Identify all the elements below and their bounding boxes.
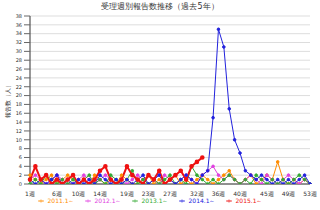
svg-text:6: 6	[19, 154, 22, 160]
html-text:2012.1～: 2012.1～	[94, 197, 122, 204]
svg-text:27週: 27週	[163, 190, 177, 197]
svg-text:10週: 10週	[72, 190, 86, 197]
svg-text:32: 32	[16, 39, 22, 45]
svg-text:49週: 49週	[282, 190, 296, 197]
html-text:2011.1～: 2011.1～	[47, 197, 75, 204]
html-text:受理週別報告数推移（過去5年）: 受理週別報告数推移（過去5年）	[101, 2, 219, 11]
svg-text:38: 38	[16, 14, 22, 19]
svg-text:18: 18	[16, 101, 22, 107]
svg-text:1週: 1週	[25, 190, 35, 197]
svg-text:22: 22	[16, 84, 22, 90]
svg-text:8: 8	[19, 145, 22, 151]
svg-text:45週: 45週	[260, 190, 274, 197]
svg-text:40週: 40週	[233, 190, 247, 197]
svg-text:報告数（人）: 報告数（人）	[8, 82, 12, 118]
svg-text:20: 20	[16, 92, 22, 98]
svg-text:16: 16	[16, 110, 22, 116]
svg-text:28: 28	[16, 57, 22, 63]
svg-text:34: 34	[16, 30, 22, 36]
svg-text:36週: 36週	[212, 190, 226, 197]
html-text:2014.1～: 2014.1～	[188, 197, 216, 204]
svg-text:14週: 14週	[93, 190, 107, 197]
svg-text:30: 30	[16, 48, 22, 54]
svg-text:14: 14	[16, 119, 22, 125]
svg-text:53週: 53週	[303, 190, 312, 197]
svg-text:4: 4	[19, 163, 22, 169]
svg-text:24: 24	[16, 75, 22, 81]
svg-text:2: 2	[19, 172, 22, 178]
svg-text:19週: 19週	[120, 190, 134, 197]
svg-text:23週: 23週	[142, 190, 156, 197]
svg-text:12: 12	[16, 128, 22, 134]
svg-text:10: 10	[16, 137, 22, 143]
html-text:2015.1～: 2015.1～	[235, 197, 263, 204]
svg-text:6週: 6週	[52, 190, 62, 197]
svg-text:0: 0	[19, 181, 22, 187]
svg-text:36: 36	[16, 22, 22, 28]
html-text:2013.1～: 2013.1～	[141, 197, 169, 204]
svg-text:32週: 32週	[190, 190, 204, 197]
svg-text:26: 26	[16, 66, 22, 72]
